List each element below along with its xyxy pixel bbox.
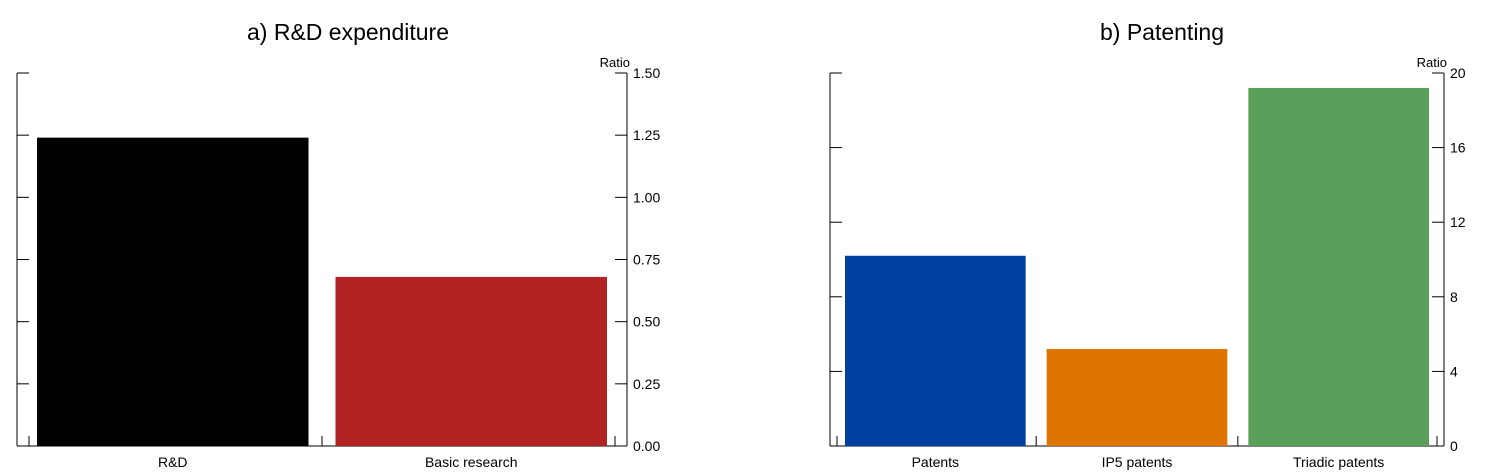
bar-triadic-patents [1248,87,1429,447]
chart-title: b) Patenting [1100,19,1224,45]
x-category-label: IP5 patents [1102,454,1173,470]
y-tick-label: 0.25 [633,376,660,392]
bar-r-d [37,137,309,447]
y-tick-label: 20 [1450,65,1466,81]
y-tick-label: 0.75 [633,252,660,268]
x-category-label: Basic research [425,454,518,470]
y-axis-unit-label: Ratio [600,55,630,70]
y-axis-unit-label: Ratio [1417,55,1447,70]
y-tick-label: 1.50 [633,65,660,81]
y-tick-label: 8 [1450,289,1458,305]
y-tick-label: 16 [1450,140,1466,156]
bar-basic-research [335,276,607,446]
y-tick-label: 12 [1450,214,1466,230]
chart-title: a) R&D expenditure [247,19,449,45]
panel-rd-expenditure: a) R&D expenditure 0.00 0.25 0.50 0.75 1.00 1.… [16,19,660,470]
y-tick-label: 0.00 [633,438,660,454]
y-tick-label: 1.25 [633,127,660,143]
y-tick-label: 0 [1450,438,1458,454]
bar-ip5-patents [1046,349,1228,446]
y-tick-label: 0.50 [633,314,660,330]
y-tick-label: 1.00 [633,189,660,205]
y-tick-label: 4 [1450,363,1458,379]
x-category-label: Patents [912,454,959,470]
x-category-label: R&D [158,454,188,470]
bar-patents [845,255,1026,446]
x-category-label: Triadic patents [1293,454,1384,470]
